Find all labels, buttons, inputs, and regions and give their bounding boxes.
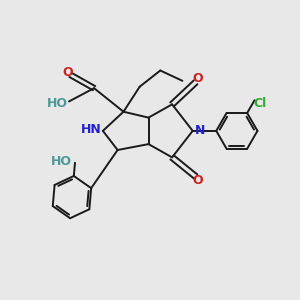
- Text: O: O: [193, 72, 203, 85]
- Text: N: N: [195, 124, 206, 137]
- Text: HO: HO: [51, 155, 72, 168]
- Text: O: O: [62, 66, 73, 79]
- Text: HO: HO: [47, 97, 68, 110]
- Text: Cl: Cl: [254, 97, 267, 110]
- Text: HN: HN: [81, 123, 101, 136]
- Text: O: O: [193, 173, 203, 187]
